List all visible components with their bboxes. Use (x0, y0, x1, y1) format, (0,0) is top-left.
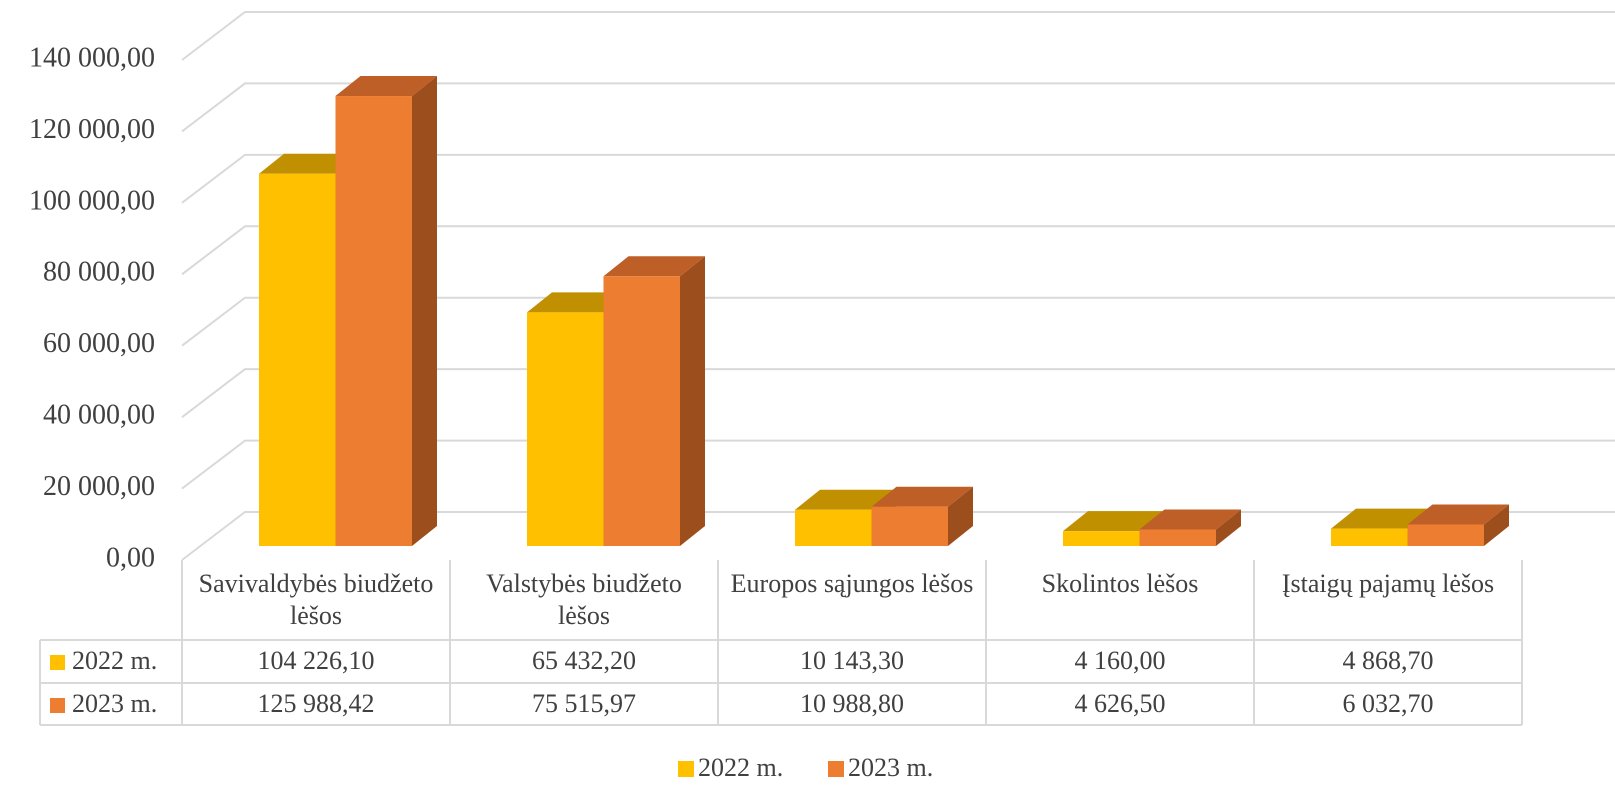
table-value: 65 432,20 (532, 646, 636, 675)
category-label: Įstaigų pajamų lėšos (1281, 569, 1495, 598)
table-value: 104 226,10 (257, 646, 375, 675)
y-tick-label: 20 000,00 (43, 471, 155, 502)
bar (795, 509, 872, 546)
category-label: Europos sąjungos lėšos (730, 569, 974, 598)
table-value: 10 988,80 (800, 689, 904, 718)
bar (1407, 524, 1484, 546)
bar-top (603, 256, 705, 277)
category-label: Valstybės biudžeto lėšos (486, 569, 682, 630)
bar (1063, 531, 1140, 546)
bar-top (527, 292, 629, 313)
legend-label: 2023 m. (848, 753, 934, 782)
grid-line (181, 296, 1615, 347)
grid-line (181, 153, 1615, 204)
bar-top (1407, 504, 1509, 525)
bar-top (259, 153, 361, 174)
y-tick-label: 140 000,00 (29, 42, 155, 73)
bar (871, 506, 948, 546)
category-label: Savivaldybės biudžeto lėšos (198, 569, 434, 630)
y-tick-label: 80 000,00 (43, 257, 155, 288)
bar (1331, 528, 1408, 546)
bar-top (1063, 511, 1165, 532)
bar (527, 312, 604, 546)
table-legend-key (50, 698, 65, 713)
table-series-name: 2023 m. (72, 689, 158, 718)
bar (335, 96, 412, 547)
grid-line (181, 225, 1615, 276)
grid-line (181, 11, 1615, 61)
table-value: 4 160,00 (1074, 646, 1166, 675)
bar (603, 276, 680, 546)
y-tick-label: 100 000,00 (29, 185, 155, 216)
table-series-name: 2022 m. (72, 646, 158, 675)
table-legend-key (50, 655, 65, 670)
bar (259, 173, 336, 547)
bar-top (335, 76, 437, 97)
bar-top (1331, 508, 1433, 529)
bar (1139, 529, 1216, 546)
table-value: 6 032,70 (1342, 689, 1434, 718)
y-tick-label: 120 000,00 (29, 114, 155, 145)
table-value: 10 143,30 (800, 646, 904, 675)
bar-side (412, 76, 437, 547)
grid-line (181, 368, 1615, 418)
bar-side (1216, 509, 1241, 546)
y-tick-label: 60 000,00 (43, 328, 155, 359)
legend-key (828, 761, 844, 777)
y-tick-label: 0,00 (106, 542, 155, 573)
bar-side (1484, 504, 1509, 546)
table-value: 4 626,50 (1074, 689, 1166, 718)
bar-top (795, 489, 897, 510)
bar-side (680, 256, 705, 546)
bar-side (948, 486, 973, 546)
table-value: 125 988,42 (257, 689, 375, 718)
legend-label: 2022 m. (698, 753, 784, 782)
table-value: 75 515,97 (532, 689, 636, 718)
grid-line (181, 82, 1615, 133)
table-value: 4 868,70 (1342, 646, 1434, 675)
bar-top (1139, 509, 1241, 530)
y-tick-label: 40 000,00 (43, 400, 155, 431)
bar-top (871, 486, 973, 507)
legend-key (678, 761, 694, 777)
grid-line (181, 439, 1615, 490)
category-label: Skolintos lėšos (1041, 569, 1199, 598)
